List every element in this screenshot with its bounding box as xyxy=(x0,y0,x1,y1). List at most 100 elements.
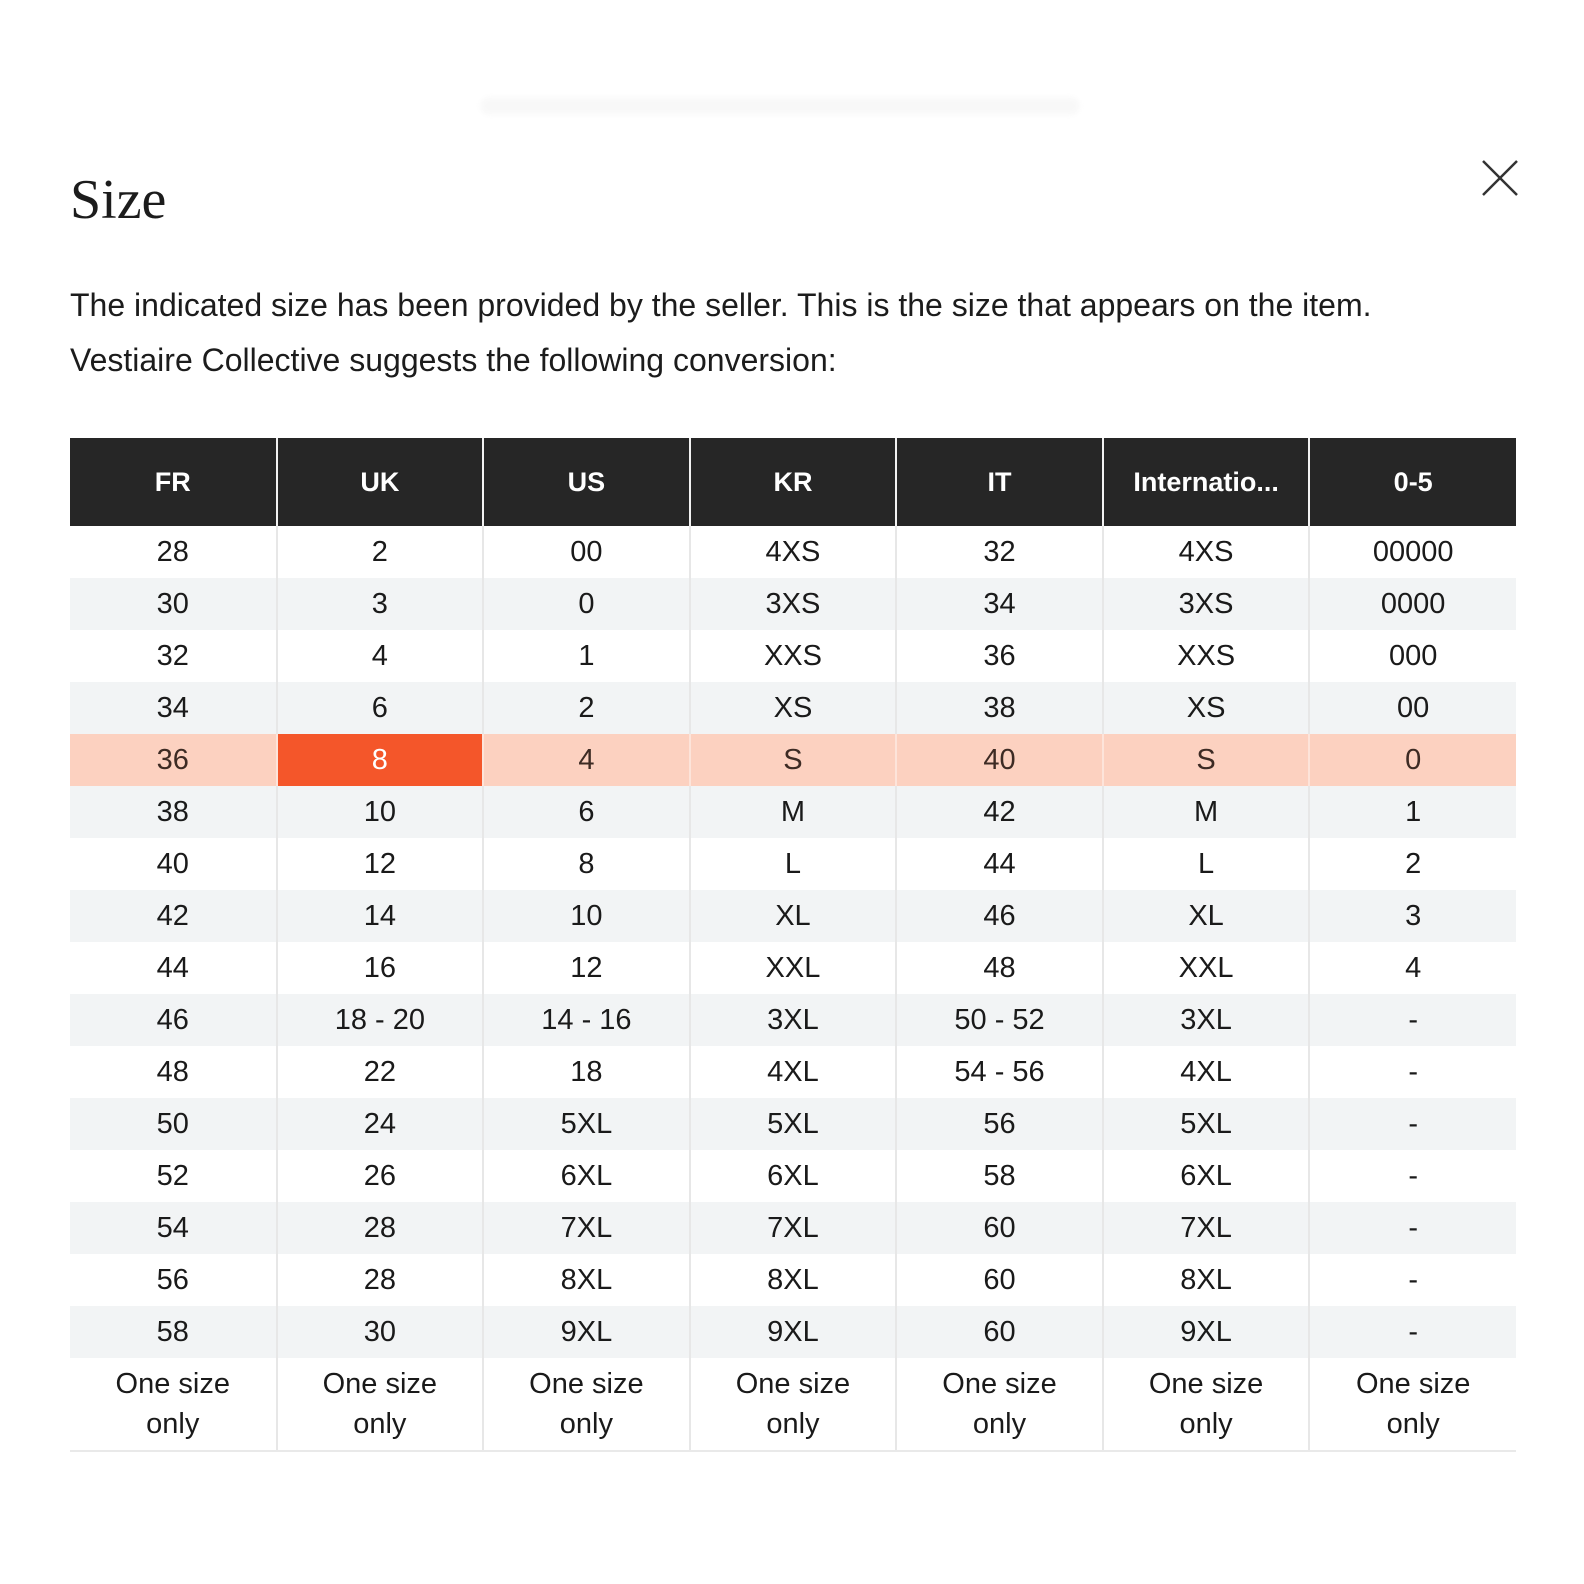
column-header-kr: KR xyxy=(688,438,897,527)
size-row: 44 16 12 XXL 48 XXL 4 xyxy=(70,942,1516,995)
size-cell: - xyxy=(1308,1306,1516,1359)
size-cell: 56 xyxy=(895,1098,1103,1151)
column-header-uk: UK xyxy=(275,438,484,527)
size-cell: 4XL xyxy=(688,1046,897,1099)
size-cell: 9XL xyxy=(1101,1306,1310,1359)
size-cell: 6 xyxy=(275,682,484,735)
size-cell: - xyxy=(1308,1150,1516,1203)
size-row: 50 24 5XL 5XL 56 5XL - xyxy=(70,1098,1516,1151)
size-cell: 26 xyxy=(275,1150,484,1203)
size-cell: 3XS xyxy=(1101,578,1310,631)
size-cell: - xyxy=(1308,1254,1516,1307)
size-row: 54 28 7XL 7XL 60 7XL - xyxy=(70,1202,1516,1255)
size-cell: 12 xyxy=(275,838,484,891)
size-cell: 18 xyxy=(482,1046,690,1099)
size-cell: 5XL xyxy=(482,1098,690,1151)
size-row: 56 28 8XL 8XL 60 8XL - xyxy=(70,1254,1516,1307)
size-cell: 40 xyxy=(895,734,1103,787)
size-conversion-table: FR UK US KR IT Internatio... 0-5 28 2 00 4XS 32 4XS… xyxy=(70,438,1516,1453)
size-cell: 7XL xyxy=(1101,1202,1310,1255)
size-cell: 7XL xyxy=(482,1202,690,1255)
table-header-row: FR UK US KR IT Internatio... 0-5 xyxy=(70,438,1516,527)
size-cell: XL xyxy=(688,890,897,943)
size-cell: 28 xyxy=(275,1202,484,1255)
size-cell: 60 xyxy=(895,1202,1103,1255)
size-row: 40 12 8 L 44 L 2 xyxy=(70,838,1516,891)
size-row: 52 26 6XL 6XL 58 6XL - xyxy=(70,1150,1516,1203)
size-cell: 28 xyxy=(275,1254,484,1307)
one-size-row: One size only One size only One size only O… xyxy=(70,1358,1516,1453)
size-cell: M xyxy=(1101,786,1310,839)
size-cell: XS xyxy=(1101,682,1310,735)
size-cell: 58 xyxy=(895,1150,1103,1203)
table-body: 28 2 00 4XS 32 4XS 00000 30 3 0 3XS 34 3XS 0000 32 4 1 XX… xyxy=(70,526,1516,1453)
size-cell: - xyxy=(1308,1202,1516,1255)
size-cell: 44 xyxy=(895,838,1103,891)
size-cell: M xyxy=(688,786,897,839)
size-row: 30 3 0 3XS 34 3XS 0000 xyxy=(70,578,1516,631)
size-cell: 00 xyxy=(1308,682,1516,735)
size-cell: 16 xyxy=(275,942,484,995)
size-cell: 14 xyxy=(275,890,484,943)
size-cell: 5XL xyxy=(1101,1098,1310,1151)
size-cell: 6 xyxy=(482,786,690,839)
size-cell: 2 xyxy=(1308,838,1516,891)
size-cell: 4XS xyxy=(688,526,897,579)
size-cell: 9XL xyxy=(688,1306,897,1359)
size-cell: 3 xyxy=(1308,890,1516,943)
size-cell: 34 xyxy=(70,682,277,735)
size-cell: 36 xyxy=(895,630,1103,683)
size-cell: 00 xyxy=(482,526,690,579)
size-cell: 28 xyxy=(70,526,277,579)
background-page-ghost xyxy=(480,97,1080,115)
size-cell: 24 xyxy=(275,1098,484,1151)
size-cell: 56 xyxy=(70,1254,277,1307)
size-cell: 22 xyxy=(275,1046,484,1099)
size-cell: 00000 xyxy=(1308,526,1516,579)
size-cell: 7XL xyxy=(688,1202,897,1255)
size-cell: 000 xyxy=(1308,630,1516,683)
size-cell: S xyxy=(688,734,897,787)
size-cell: One size only xyxy=(275,1358,484,1453)
size-cell: XXL xyxy=(1101,942,1310,995)
size-cell: - xyxy=(1308,1046,1516,1099)
close-icon xyxy=(1479,157,1521,199)
size-cell: 50 - 52 xyxy=(895,994,1103,1047)
size-cell: One size only xyxy=(1308,1358,1516,1453)
size-cell: 8XL xyxy=(688,1254,897,1307)
size-cell: 30 xyxy=(275,1306,484,1359)
size-cell: L xyxy=(1101,838,1310,891)
size-cell: 60 xyxy=(895,1254,1103,1307)
size-cell: 42 xyxy=(70,890,277,943)
size-cell: One size only xyxy=(70,1358,277,1453)
size-cell: 0 xyxy=(1308,734,1516,787)
size-cell: 0 xyxy=(482,578,690,631)
size-row: 48 22 18 4XL 54 - 56 4XL - xyxy=(70,1046,1516,1099)
size-cell: S xyxy=(1101,734,1310,787)
size-cell: 8 xyxy=(482,838,690,891)
column-header-0-5: 0-5 xyxy=(1308,438,1516,527)
size-cell: - xyxy=(1308,1098,1516,1151)
size-cell: 46 xyxy=(70,994,277,1047)
size-cell: 4XS xyxy=(1101,526,1310,579)
close-button[interactable] xyxy=(1474,152,1526,204)
column-header-us: US xyxy=(482,438,690,527)
size-cell: 4 xyxy=(275,630,484,683)
size-cell: 48 xyxy=(895,942,1103,995)
size-cell: 12 xyxy=(482,942,690,995)
size-row: 36 8 4 S 40 S 0 xyxy=(70,734,1516,787)
size-cell: 10 xyxy=(275,786,484,839)
size-cell: 9XL xyxy=(482,1306,690,1359)
size-cell: 36 xyxy=(70,734,277,787)
size-cell: 18 - 20 xyxy=(275,994,484,1047)
size-cell: 4XL xyxy=(1101,1046,1310,1099)
size-cell: One size only xyxy=(895,1358,1103,1453)
size-cell: 1 xyxy=(1308,786,1516,839)
size-cell: 38 xyxy=(895,682,1103,735)
size-cell: 32 xyxy=(895,526,1103,579)
size-cell: 52 xyxy=(70,1150,277,1203)
size-cell: 3XS xyxy=(688,578,897,631)
size-cell: XS xyxy=(688,682,897,735)
size-cell: 8XL xyxy=(482,1254,690,1307)
size-cell: 4 xyxy=(482,734,690,787)
